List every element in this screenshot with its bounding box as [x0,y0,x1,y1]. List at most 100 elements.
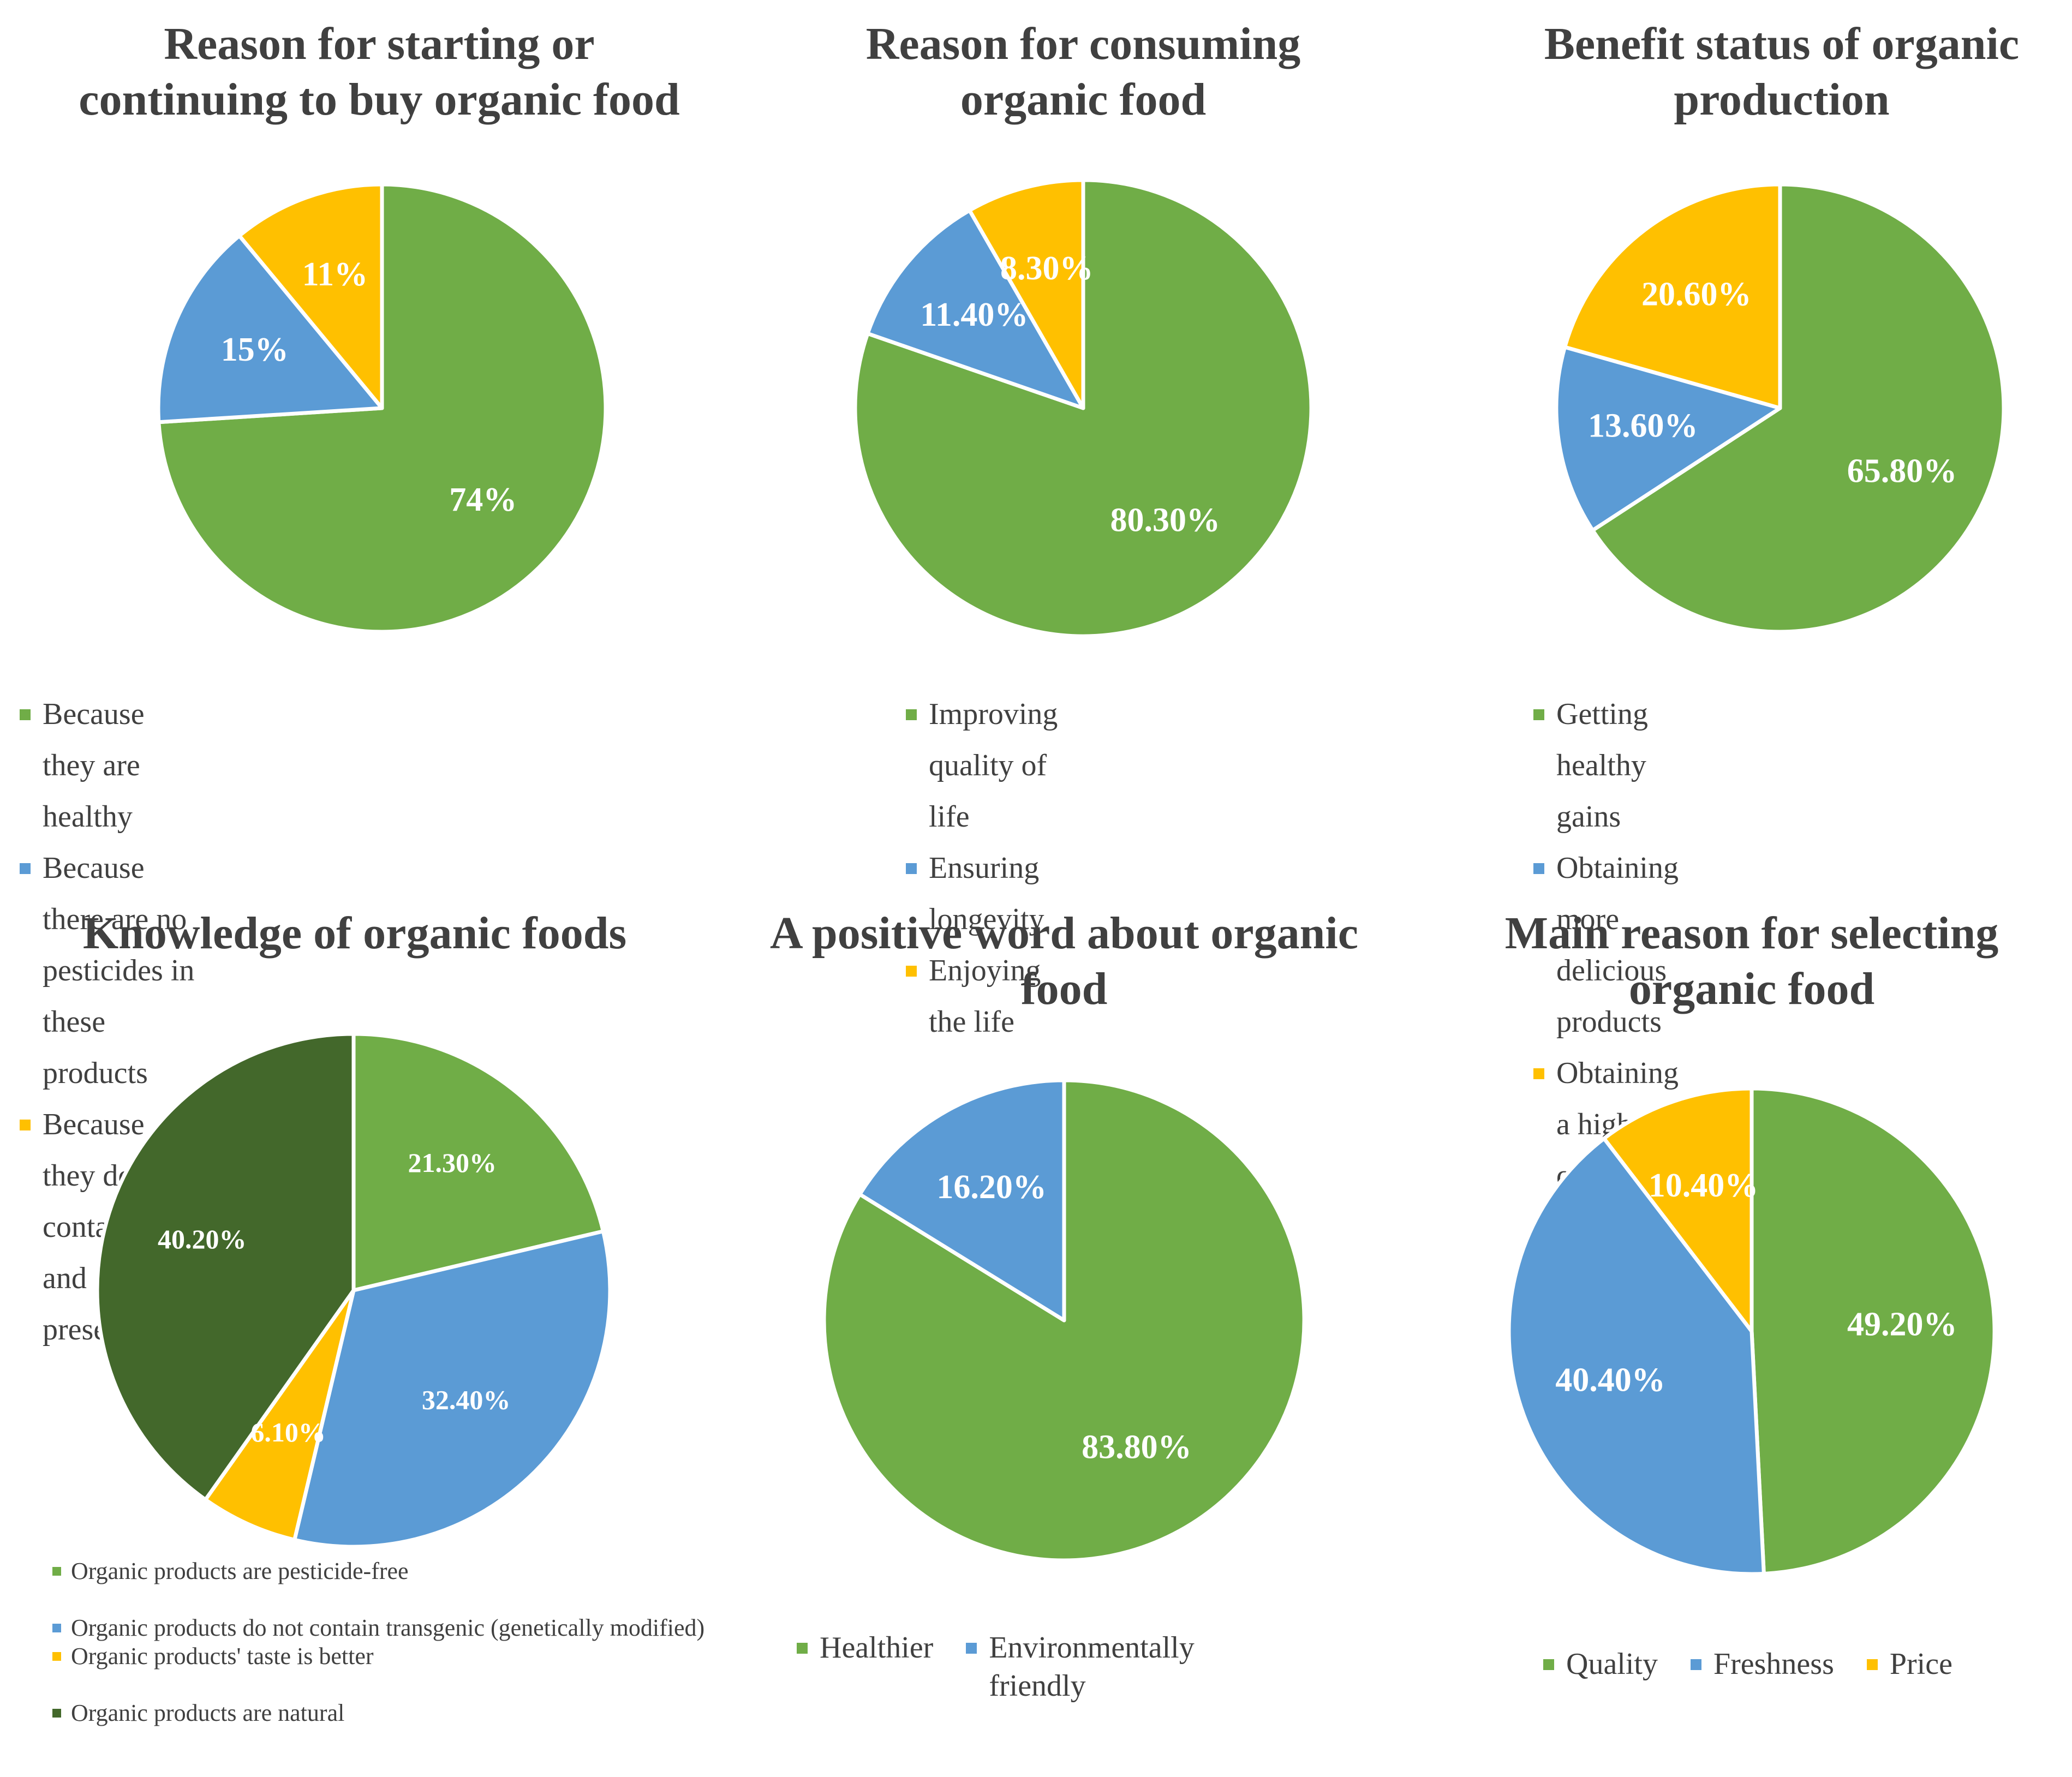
legend-item: Organic products are natural [52,1699,707,1727]
legend-label: Organic products are pesticide-free [71,1558,409,1584]
pie-slice [292,1229,612,1549]
chart-title-line: Knowledge of organic foods [82,908,627,959]
chart-title-line: continuing to buy organic food [79,74,680,125]
chart-title-line: production [1674,74,1890,125]
legend-swatch [52,1624,61,1632]
slice-data-label: 83.80% [1082,1428,1192,1465]
legend-swatch [966,1643,977,1654]
legend-label: Because there are no pesticides in these… [43,851,195,1090]
chart-title: A positive word about organic food [709,906,1419,1017]
chart-title: Knowledge of organic foods [0,906,709,961]
chart-title-line: organic food [960,74,1207,125]
legend-label: Organic products do not contain transgen… [71,1614,705,1641]
legend-label: Price [1889,1647,1952,1681]
legend-item: Freshness [1690,1645,1834,1683]
legend-item: Environmentally friendly [966,1629,1195,1705]
legend-label: Improving quality of life [929,697,1058,834]
chart-legend: Organic products are pesticide-free Orga… [52,1557,707,1727]
legend-label: Organic products' taste is better [71,1643,374,1670]
slice-data-label: 10.40% [1649,1167,1759,1204]
legend-swatch [1533,863,1544,874]
chart-title: Reason for starting or continuing to buy… [0,16,759,128]
chart-title-line: Benefit status of organic [1544,19,2020,69]
legend-item: Quality [1543,1645,1658,1683]
slice-data-label: 40.40% [1555,1361,1665,1398]
legend-swatch [906,863,917,874]
chart-title-line: Reason for starting or [164,19,595,69]
legend-item: Because there are no pesticides in these… [20,842,204,1099]
legend-label: Ensuring longevity [929,851,1044,936]
legend-swatch [52,1709,61,1718]
legend-label: Getting healthy gains [1556,697,1648,834]
legend-item: Organic products do not contain transgen… [52,1614,707,1642]
legend-swatch [20,863,31,874]
chart-legend: Because they are healthy Because there a… [20,689,204,1355]
slice-data-label: 11% [302,256,368,293]
pie-slice [95,1032,356,1502]
legend-label: Freshness [1713,1647,1834,1681]
slice-data-label: 40.20% [158,1224,247,1254]
pie-slice [351,1032,605,1293]
chart-legend: Healthier Environmentally friendly [797,1629,1227,1705]
pie-slice [1602,1086,1754,1333]
slice-data-label: 80.30% [1110,501,1221,539]
legend-item: Obtaining more delicious products [1533,842,1679,1048]
legend-swatch [1533,1068,1544,1079]
slice-data-label: 16.20% [936,1169,1047,1206]
legend-swatch [906,709,917,720]
chart-title-line: organic food [1628,964,1875,1014]
chart-title: Benefit status of organic production [1419,16,2072,128]
legend-label: Because they are healthy [43,697,145,834]
slice-data-label: 21.30% [408,1147,497,1178]
legend-item: Organic products' taste is better [52,1642,707,1671]
legend-item: Price [1866,1645,1952,1683]
legend-item: Getting healthy gains [1533,689,1679,842]
legend-swatch [1866,1659,1878,1670]
legend-label: Healthier [820,1631,934,1665]
legend-label: Environmentally friendly [989,1631,1195,1703]
chart-title-line: Main reason for selecting [1504,908,1999,959]
chart-title: Reason for consuming organic food [704,16,1462,128]
slice-data-label: 20.60% [1641,276,1752,313]
pie-slice [237,182,384,410]
pie-slice [1507,1136,1766,1576]
legend-swatch [1690,1659,1701,1670]
legend-item: Because they are healthy [20,689,204,842]
chart-title-line: food [1020,964,1108,1014]
pie-slice [1563,182,1782,410]
pie-slice [1749,1086,1997,1576]
legend-swatch [1533,709,1544,720]
pie-slice [858,1078,1066,1323]
pie-slice [822,1078,1306,1563]
chart-title-line: Reason for consuming [865,19,1301,69]
slice-data-label: 49.20% [1847,1306,1957,1343]
chart-legend: Improving quality of life Ensuring longe… [906,689,1058,1048]
legend-swatch [20,709,31,720]
chart-legend: Quality Freshness Price [1543,1645,1985,1683]
pie-slice [156,234,384,424]
legend-swatch [797,1643,808,1654]
legend-swatch [52,1567,61,1576]
legend-swatch [20,1120,31,1130]
legend-item: Healthier [797,1629,933,1705]
chart-title: Main reason for selecting organic food [1397,906,2072,1017]
pie-slice [968,178,1085,410]
chart-title-line: A positive word about organic [769,908,1359,959]
legend-label: Obtaining more delicious products [1556,851,1679,1039]
legend-swatch [52,1652,61,1661]
legend-label: Quality [1566,1647,1658,1681]
pie-slice [1591,182,2006,634]
legend-label: Organic products are natural [71,1700,345,1726]
legend-label: Enjoying the life [929,954,1041,1039]
legend-item: Improving quality of life [906,689,1058,842]
slice-data-label: 65.80% [1847,452,1957,489]
pie-slice [865,208,1085,410]
legend-item: Ensuring longevity [906,842,1058,945]
slice-data-label: 74% [449,481,517,518]
slice-data-label: 6.10% [250,1417,326,1447]
legend-swatch [906,966,917,977]
